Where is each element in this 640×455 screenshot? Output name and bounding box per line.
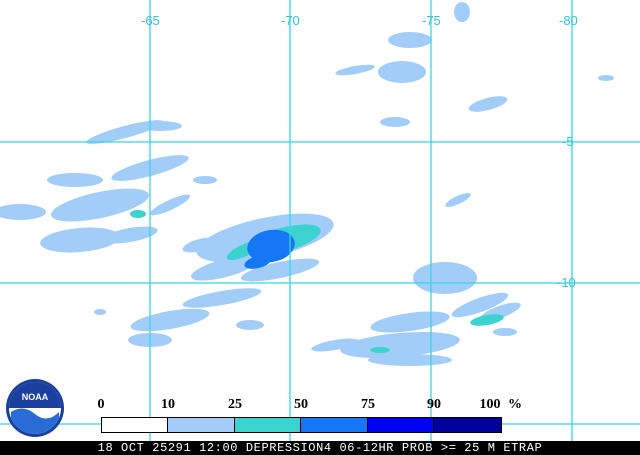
legend-color-box bbox=[301, 417, 368, 433]
lat-lon-grid bbox=[0, 0, 640, 441]
legend-tick: 75 bbox=[361, 397, 375, 412]
legend-unit: % bbox=[508, 397, 522, 412]
latitude-label: -10 bbox=[557, 275, 576, 290]
legend-tick: 25 bbox=[228, 397, 242, 412]
legend-color-box bbox=[235, 417, 301, 433]
longitude-label: -75 bbox=[422, 13, 441, 28]
latitude-label: -5 bbox=[562, 134, 574, 149]
legend-tick: 90 bbox=[427, 397, 441, 412]
probability-legend: 0 10 25 50 75 90 100 % bbox=[0, 395, 640, 455]
longitude-label: -70 bbox=[281, 13, 300, 28]
legend-color-box bbox=[101, 417, 168, 433]
legend-tick: 50 bbox=[294, 397, 308, 412]
legend-color-box bbox=[434, 417, 502, 433]
legend-tick: 0 bbox=[97, 397, 105, 412]
probability-swaths bbox=[0, 2, 614, 366]
noaa-logo-icon: NOAA bbox=[6, 379, 64, 437]
legend-tick: 100 bbox=[479, 397, 501, 412]
legend-color-box bbox=[368, 417, 434, 433]
footer-caption: 18 OCT 25291 12:00 DEPRESSION4 06-12HR P… bbox=[0, 441, 640, 455]
logo-text: NOAA bbox=[22, 392, 49, 402]
longitude-label: -65 bbox=[141, 13, 160, 28]
legend-tick: 10 bbox=[161, 397, 175, 412]
longitude-label: -80 bbox=[559, 13, 578, 28]
legend-color-box bbox=[168, 417, 235, 433]
